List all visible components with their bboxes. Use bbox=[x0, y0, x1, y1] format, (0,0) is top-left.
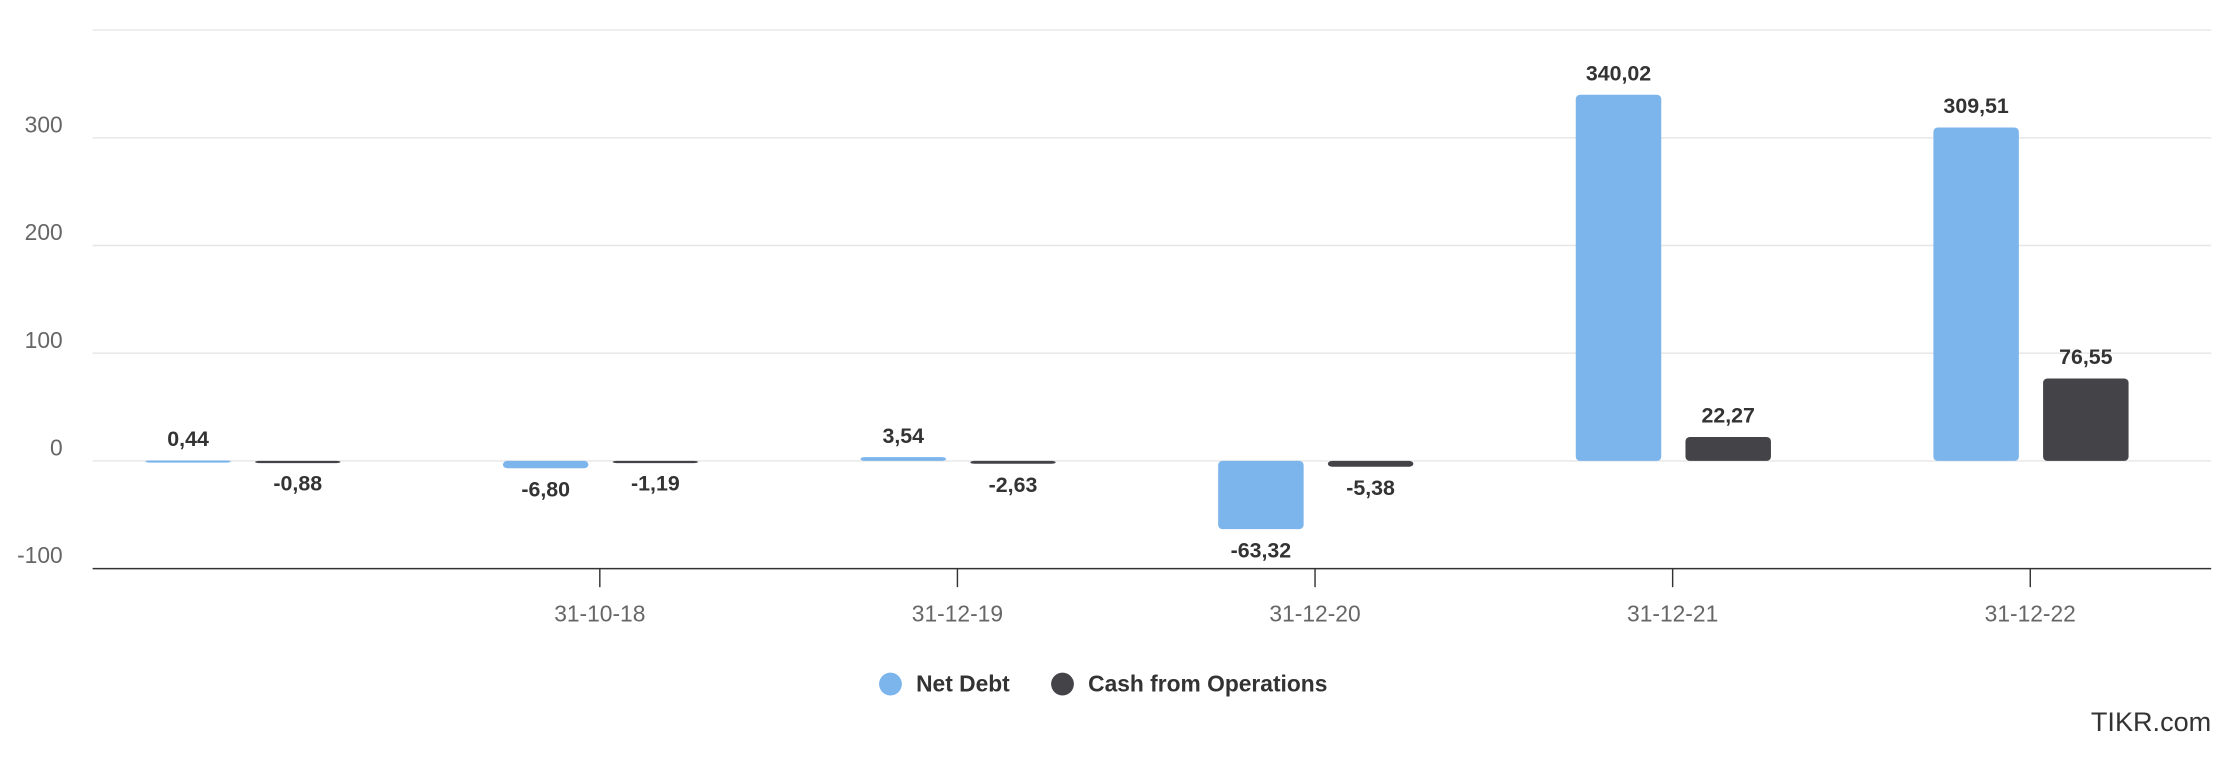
value-label: -1,19 bbox=[631, 472, 680, 496]
bar bbox=[1685, 436, 1771, 461]
y-tick-label: -100 bbox=[17, 542, 63, 568]
x-tick-label: 31-10-18 bbox=[554, 601, 645, 627]
y-tick-label: 200 bbox=[25, 219, 63, 245]
x-tick-label: 31-12-20 bbox=[1269, 601, 1360, 627]
y-tick-label: 100 bbox=[25, 327, 63, 353]
source: TIKR.com bbox=[2091, 706, 2211, 737]
bar bbox=[145, 460, 231, 463]
bar bbox=[1218, 460, 1304, 530]
bar bbox=[1933, 127, 2019, 461]
bar bbox=[255, 460, 341, 464]
value-label: -63,32 bbox=[1231, 539, 1292, 563]
value-label: 309,51 bbox=[1943, 94, 2008, 118]
value-label: -6,80 bbox=[521, 478, 570, 502]
bar bbox=[1327, 460, 1414, 467]
x-tick-label: 31-12-19 bbox=[912, 601, 1003, 627]
value-label: -2,63 bbox=[989, 473, 1038, 497]
legend-marker[interactable] bbox=[879, 672, 902, 696]
bar bbox=[502, 460, 589, 469]
bar bbox=[860, 457, 947, 461]
x-tick-label: 31-12-22 bbox=[1985, 601, 2076, 627]
bar bbox=[970, 460, 1056, 464]
value-label: 76,55 bbox=[2059, 345, 2113, 369]
legend-label[interactable]: Net Debt bbox=[916, 670, 1010, 696]
value-label: 22,27 bbox=[1701, 404, 1754, 428]
value-label: -5,38 bbox=[1346, 476, 1395, 500]
bar bbox=[1575, 94, 1662, 461]
bar bbox=[2043, 378, 2129, 461]
y-tick-label: 0 bbox=[50, 435, 63, 461]
value-label: -0,88 bbox=[273, 471, 322, 495]
bar bbox=[612, 460, 699, 464]
legend-label[interactable]: Cash from Operations bbox=[1088, 670, 1327, 696]
value-label: 0,44 bbox=[167, 427, 209, 451]
x-tick-label: 31-12-21 bbox=[1627, 601, 1718, 627]
legend-marker[interactable] bbox=[1051, 672, 1074, 696]
y-tick-label: 300 bbox=[25, 111, 63, 137]
value-label: 340,02 bbox=[1586, 61, 1651, 85]
value-label: 3,54 bbox=[882, 424, 924, 448]
